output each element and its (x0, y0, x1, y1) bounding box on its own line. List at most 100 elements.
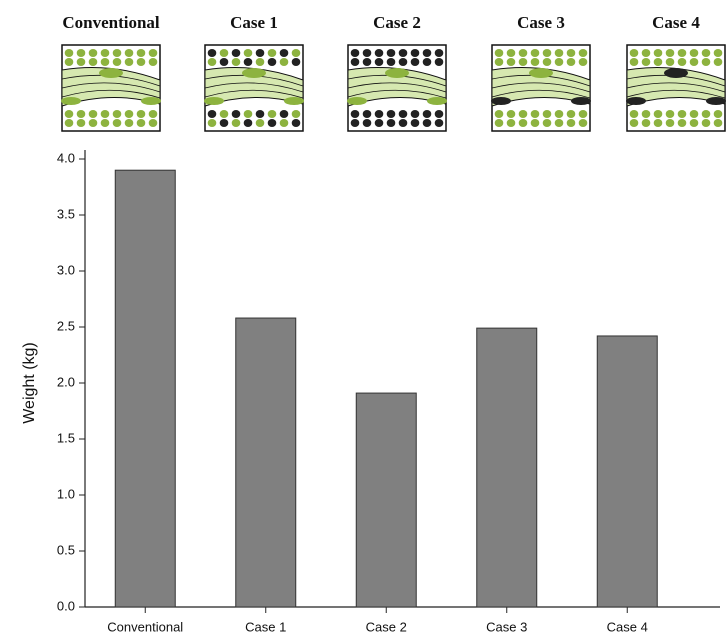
schematic-dot (363, 110, 372, 118)
schematic-dot (714, 110, 723, 118)
schematic-patch (427, 97, 447, 105)
schematic-dot (113, 58, 122, 66)
schematic-dot (292, 49, 301, 57)
schematic-dot (351, 58, 360, 66)
schematic-dot (113, 119, 122, 127)
bar (236, 318, 296, 607)
schematic-dot (666, 119, 675, 127)
schematic-dot (435, 119, 444, 127)
schematic-dot (113, 49, 122, 57)
schematic-dot (137, 110, 146, 118)
schematic-dot (387, 58, 396, 66)
schematic-dot (137, 49, 146, 57)
bar (356, 393, 416, 607)
chart: Weight (kg) 0.00.51.01.52.02.53.03.54.0C… (0, 0, 726, 641)
schematic (491, 45, 591, 131)
schematic-dot (555, 58, 564, 66)
schematic-dot (666, 110, 675, 118)
schematic-dot (256, 49, 265, 57)
schematic-dot (519, 58, 528, 66)
x-tick-label: Case 1 (245, 619, 286, 634)
schematic-dot (256, 58, 265, 66)
schematic-title: Conventional (62, 13, 160, 32)
schematic-dot (630, 110, 639, 118)
schematic-dot (642, 110, 651, 118)
schematic-dot (555, 119, 564, 127)
schematic-dot (690, 49, 699, 57)
schematic-dot (399, 110, 408, 118)
schematic-dot (507, 119, 516, 127)
schematic-dot (387, 49, 396, 57)
y-tick-label: 0.5 (57, 542, 75, 557)
schematic-patch (284, 97, 304, 105)
bar (477, 328, 537, 607)
schematic-dot (220, 110, 229, 118)
schematic-dot (232, 110, 241, 118)
schematic-patch (529, 68, 553, 78)
schematic-dot (531, 49, 540, 57)
y-axis-label: Weight (kg) (21, 342, 38, 424)
schematic (347, 45, 447, 131)
schematic-dot (351, 110, 360, 118)
schematic (204, 45, 304, 131)
schematic-dot (519, 119, 528, 127)
schematic-dot (125, 58, 134, 66)
schematic-dot (507, 58, 516, 66)
schematic-dot (220, 58, 229, 66)
schematic-dot (89, 110, 98, 118)
schematic-dot (702, 58, 711, 66)
x-tick-label: Case 3 (486, 619, 527, 634)
schematic-dot (280, 49, 289, 57)
schematic-title: Case 3 (517, 13, 565, 32)
schematic-dot (363, 58, 372, 66)
schematic-dot (280, 110, 289, 118)
y-tick-label: 3.0 (57, 262, 75, 277)
schematic-dot (244, 119, 253, 127)
schematic-dot (65, 58, 74, 66)
schematic-dot (555, 49, 564, 57)
schematic-dot (642, 49, 651, 57)
schematic-patch (204, 97, 224, 105)
schematic-dot (411, 49, 420, 57)
schematic-dot (678, 119, 687, 127)
schematic-dot (579, 58, 588, 66)
schematic-dot (642, 58, 651, 66)
schematic-dot (375, 110, 384, 118)
x-tick-label: Case 2 (366, 619, 407, 634)
schematic-dot (65, 119, 74, 127)
schematic-dot (351, 119, 360, 127)
schematic-dot (702, 119, 711, 127)
y-tick-label: 1.0 (57, 486, 75, 501)
schematic-dot (579, 110, 588, 118)
schematic-dot (495, 58, 504, 66)
schematic-dot (714, 58, 723, 66)
schematic-dot (531, 119, 540, 127)
schematic-dot (208, 110, 217, 118)
schematic-dot (654, 119, 663, 127)
schematic-patch (385, 68, 409, 78)
schematic-dot (654, 58, 663, 66)
schematic-dot (244, 58, 253, 66)
schematic-dot (363, 119, 372, 127)
schematic-patch (141, 97, 161, 105)
schematic-dot (149, 119, 158, 127)
schematic-dot (268, 49, 277, 57)
schematic-patch (347, 97, 367, 105)
schematic-dot (678, 49, 687, 57)
schematic-patch (626, 97, 646, 105)
y-tick-label: 0.0 (57, 598, 75, 613)
schematic-dot (244, 49, 253, 57)
schematic-dot (101, 49, 110, 57)
schematic-patch (706, 97, 726, 105)
schematic-dot (666, 49, 675, 57)
schematic-dot (714, 49, 723, 57)
schematic-dot (208, 58, 217, 66)
schematic-dot (65, 110, 74, 118)
schematic-patch (99, 68, 123, 78)
schematic-dot (268, 58, 277, 66)
schematic-dot (77, 58, 86, 66)
schematic-dot (208, 49, 217, 57)
schematic-dot (232, 119, 241, 127)
schematic-dot (567, 110, 576, 118)
schematic-dot (702, 110, 711, 118)
